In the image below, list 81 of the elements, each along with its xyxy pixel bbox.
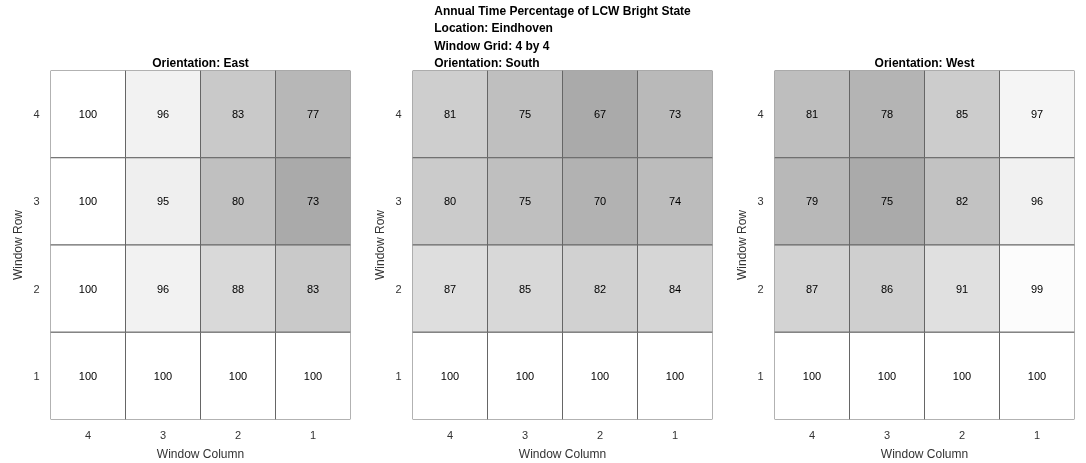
y-tick-label: 2 (757, 282, 764, 295)
data-label: 100 (78, 108, 98, 121)
x-tick-label: 3 (159, 428, 167, 441)
x-axis-title: Window Column (156, 446, 245, 461)
data-label: 100 (665, 369, 685, 382)
y-tick-label: 3 (757, 195, 764, 208)
data-label: 100 (1027, 369, 1047, 382)
data-label: 70 (593, 195, 607, 208)
x-tick-label: 2 (958, 428, 966, 441)
y-tick-label: 1 (33, 369, 40, 382)
data-label: 97 (1030, 108, 1044, 121)
data-label: 100 (952, 369, 972, 382)
y-axis-title: Window Row (11, 209, 26, 281)
data-label: 100 (228, 369, 248, 382)
y-tick-label: 2 (395, 282, 402, 295)
x-tick-label: 1 (309, 428, 317, 441)
x-tick-label: 1 (671, 428, 679, 441)
data-label: 99 (1030, 282, 1044, 295)
data-label: 100 (78, 282, 98, 295)
data-label: 87 (805, 282, 819, 295)
data-label: 96 (1030, 195, 1044, 208)
x-tick-label: 4 (808, 428, 816, 441)
data-label: 79 (805, 195, 819, 208)
x-tick-label: 2 (234, 428, 242, 441)
data-label: 73 (668, 108, 682, 121)
data-label: 80 (231, 195, 245, 208)
y-tick-label: 3 (395, 195, 402, 208)
data-label: 75 (518, 195, 532, 208)
y-tick-label: 3 (33, 195, 40, 208)
data-label: 75 (518, 108, 532, 121)
y-tick-label: 4 (395, 108, 402, 121)
y-axis-title: Window Row (373, 209, 388, 281)
y-tick-label: 4 (33, 108, 40, 121)
data-label: 80 (443, 195, 457, 208)
data-label: 73 (306, 195, 320, 208)
data-label: 67 (593, 108, 607, 121)
data-label: 86 (880, 282, 894, 295)
data-label: 81 (443, 108, 457, 121)
data-label: 85 (518, 282, 532, 295)
y-tick-label: 4 (757, 108, 764, 121)
data-label: 100 (440, 369, 460, 382)
x-tick-label: 1 (1033, 428, 1041, 441)
data-label: 100 (802, 369, 822, 382)
y-tick-label: 1 (757, 369, 764, 382)
data-label: 82 (593, 282, 607, 295)
data-label: 100 (590, 369, 610, 382)
chart-title: Orientation: East (152, 56, 249, 70)
data-label: 83 (231, 108, 245, 121)
data-label: 82 (955, 195, 969, 208)
data-label: 96 (156, 282, 170, 295)
data-label: 100 (78, 195, 98, 208)
data-label: 83 (306, 282, 320, 295)
data-label: 75 (880, 195, 894, 208)
x-tick-label: 3 (521, 428, 529, 441)
data-label: 100 (877, 369, 897, 382)
x-tick-label: 2 (596, 428, 604, 441)
y-axis-title: Window Row (735, 209, 750, 281)
data-label: 95 (156, 195, 170, 208)
x-tick-label: 3 (883, 428, 891, 441)
x-tick-label: 4 (446, 428, 454, 441)
data-label: 78 (880, 108, 894, 121)
data-label: 96 (156, 108, 170, 121)
data-label: 88 (231, 282, 245, 295)
data-label: 74 (668, 195, 682, 208)
x-tick-label: 4 (84, 428, 92, 441)
y-tick-label: 2 (33, 282, 40, 295)
chart-title: Annual Time Percentage of LCW Bright State Location: Eindhoven Window Grid: 4 by 4 Orientation: South (434, 3, 692, 70)
y-tick-label: 1 (395, 369, 402, 382)
data-label: 87 (443, 282, 457, 295)
x-axis-title: Window Column (518, 446, 607, 461)
data-label: 81 (805, 108, 819, 121)
data-label: 100 (78, 369, 98, 382)
data-label: 91 (955, 282, 969, 295)
chart-title: Orientation: West (874, 56, 975, 70)
data-label: 84 (668, 282, 682, 295)
x-axis-title: Window Column (880, 446, 969, 461)
data-label: 100 (515, 369, 535, 382)
data-label: 77 (306, 108, 320, 121)
data-label: 85 (955, 108, 969, 121)
data-label: 100 (153, 369, 173, 382)
data-label: 100 (303, 369, 323, 382)
